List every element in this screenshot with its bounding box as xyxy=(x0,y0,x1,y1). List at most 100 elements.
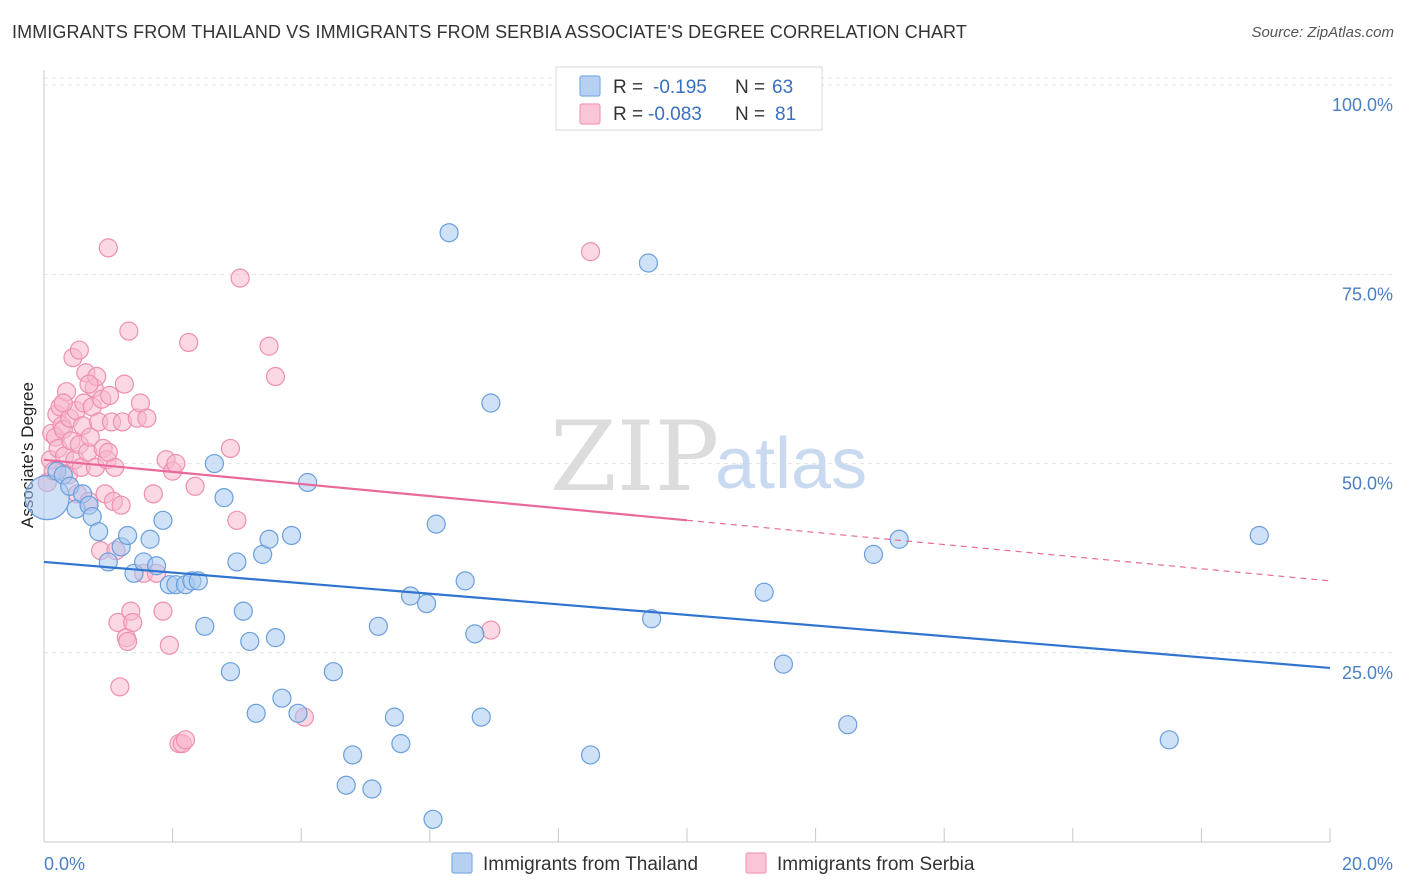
thailand-point xyxy=(323,662,343,682)
serbia-point xyxy=(119,321,139,341)
legend-r-value-serbia: -0.083 xyxy=(648,104,702,125)
thailand-point xyxy=(214,488,234,508)
x-tick-label-max: 20.0% xyxy=(1342,854,1393,874)
legend-n-value-serbia: 81 xyxy=(775,104,796,125)
serbia-point xyxy=(230,268,250,288)
thailand-point xyxy=(204,453,224,474)
serbia-trendline xyxy=(43,458,688,522)
thailand-point xyxy=(272,688,292,708)
legend-n-label-serbia: N = xyxy=(735,104,765,125)
serbia-point xyxy=(265,366,286,387)
bottom-legend-label-serbia: Immigrants from Serbia xyxy=(777,854,975,875)
legend-n-value-thailand: 63 xyxy=(772,77,793,98)
serbia-point xyxy=(79,374,99,394)
serbia-point xyxy=(153,601,173,621)
serbia-point xyxy=(69,340,89,360)
legend-r-label-thailand: R = xyxy=(613,77,643,98)
thailand-point xyxy=(220,662,241,682)
bottom-legend-swatch-serbia xyxy=(745,852,767,874)
serbia-point xyxy=(123,612,143,633)
thailand-point xyxy=(240,631,260,652)
thailand-point xyxy=(638,253,659,273)
legend-n-label-thailand: N = xyxy=(735,77,765,98)
serbia-point xyxy=(580,242,601,262)
thailand-point xyxy=(391,734,411,754)
serbia-point xyxy=(166,453,186,474)
thailand-point xyxy=(343,745,363,765)
serbia-points xyxy=(37,238,601,754)
thailand-point xyxy=(384,707,405,727)
thailand-point xyxy=(195,616,215,636)
thailand-point xyxy=(24,475,70,521)
thailand-point xyxy=(580,745,601,765)
series-legend: Immigrants from Thailand Immigrants from… xyxy=(451,852,975,875)
serbia-point xyxy=(159,635,179,655)
correlation-legend: R = -0.195 N = 63 R = -0.083 N = 81 xyxy=(555,66,823,131)
thailand-point xyxy=(400,586,421,606)
serbia-point xyxy=(53,393,73,413)
serbia-point xyxy=(98,442,118,462)
serbia-point xyxy=(179,332,199,353)
serbia-point xyxy=(481,620,501,640)
thailand-point xyxy=(423,809,443,829)
x-tick-label-min: 0.0% xyxy=(44,854,85,874)
bottom-legend-label-thailand: Immigrants from Thailand xyxy=(483,854,698,875)
y-tick-label: 25.0% xyxy=(1342,663,1393,683)
thailand-point xyxy=(336,775,356,795)
serbia-point xyxy=(259,336,279,356)
thailand-point xyxy=(288,703,308,723)
thailand-point xyxy=(362,779,382,799)
serbia-point xyxy=(117,631,138,652)
thailand-point xyxy=(1159,730,1179,750)
serbia-point xyxy=(220,438,241,459)
thailand-point xyxy=(140,529,160,549)
thailand-point xyxy=(233,601,253,621)
thailand-point xyxy=(465,624,485,644)
thailand-trendline xyxy=(43,560,1331,670)
x-tick-marks xyxy=(43,828,1331,842)
legend-r-label-serbia: R = xyxy=(613,104,643,125)
watermark-zip: ZIP xyxy=(550,401,719,513)
thailand-point xyxy=(265,628,286,648)
serbia-point xyxy=(80,427,100,447)
serbia-trendline-extension xyxy=(686,519,1331,582)
thailand-point xyxy=(153,510,173,530)
thailand-point xyxy=(281,525,302,546)
y-tick-label: 100.0% xyxy=(1332,95,1393,115)
serbia-point xyxy=(143,484,163,504)
thailand-point xyxy=(439,223,459,243)
thailand-point xyxy=(642,609,662,629)
thailand-point xyxy=(471,707,491,727)
chart-title: IMMIGRANTS FROM THAILAND VS IMMIGRANTS F… xyxy=(12,22,967,42)
source-credit: Source: ZipAtlas.com xyxy=(1251,24,1394,41)
thailand-point xyxy=(838,715,858,735)
serbia-point xyxy=(137,408,157,428)
thailand-point xyxy=(368,616,388,636)
legend-swatch-serbia xyxy=(579,103,601,125)
trendlines xyxy=(43,458,1331,670)
y-tick-label: 75.0% xyxy=(1342,284,1393,304)
serbia-point xyxy=(111,495,131,515)
serbia-point xyxy=(175,730,196,750)
thailand-point xyxy=(863,544,884,564)
thailand-point xyxy=(754,582,774,602)
thailand-point xyxy=(89,522,109,542)
bottom-legend-swatch-thailand xyxy=(451,852,473,874)
serbia-point xyxy=(98,238,118,258)
watermark-atlas: atlas xyxy=(715,424,867,504)
y-tick-labels: 25.0% 50.0% 75.0% 100.0% xyxy=(1332,95,1393,683)
thailand-point xyxy=(188,571,208,591)
thailand-point xyxy=(889,529,909,549)
legend-r-value-thailand: -0.195 xyxy=(653,77,707,98)
serbia-point xyxy=(99,385,120,406)
serbia-point xyxy=(114,374,134,394)
thailand-point xyxy=(227,552,247,572)
thailand-point xyxy=(416,593,437,614)
thailand-point xyxy=(117,525,138,546)
serbia-point xyxy=(110,677,130,697)
y-tick-label: 50.0% xyxy=(1342,474,1393,494)
thailand-point xyxy=(1249,525,1269,546)
thailand-point xyxy=(259,529,279,549)
gridlines xyxy=(44,77,1393,654)
